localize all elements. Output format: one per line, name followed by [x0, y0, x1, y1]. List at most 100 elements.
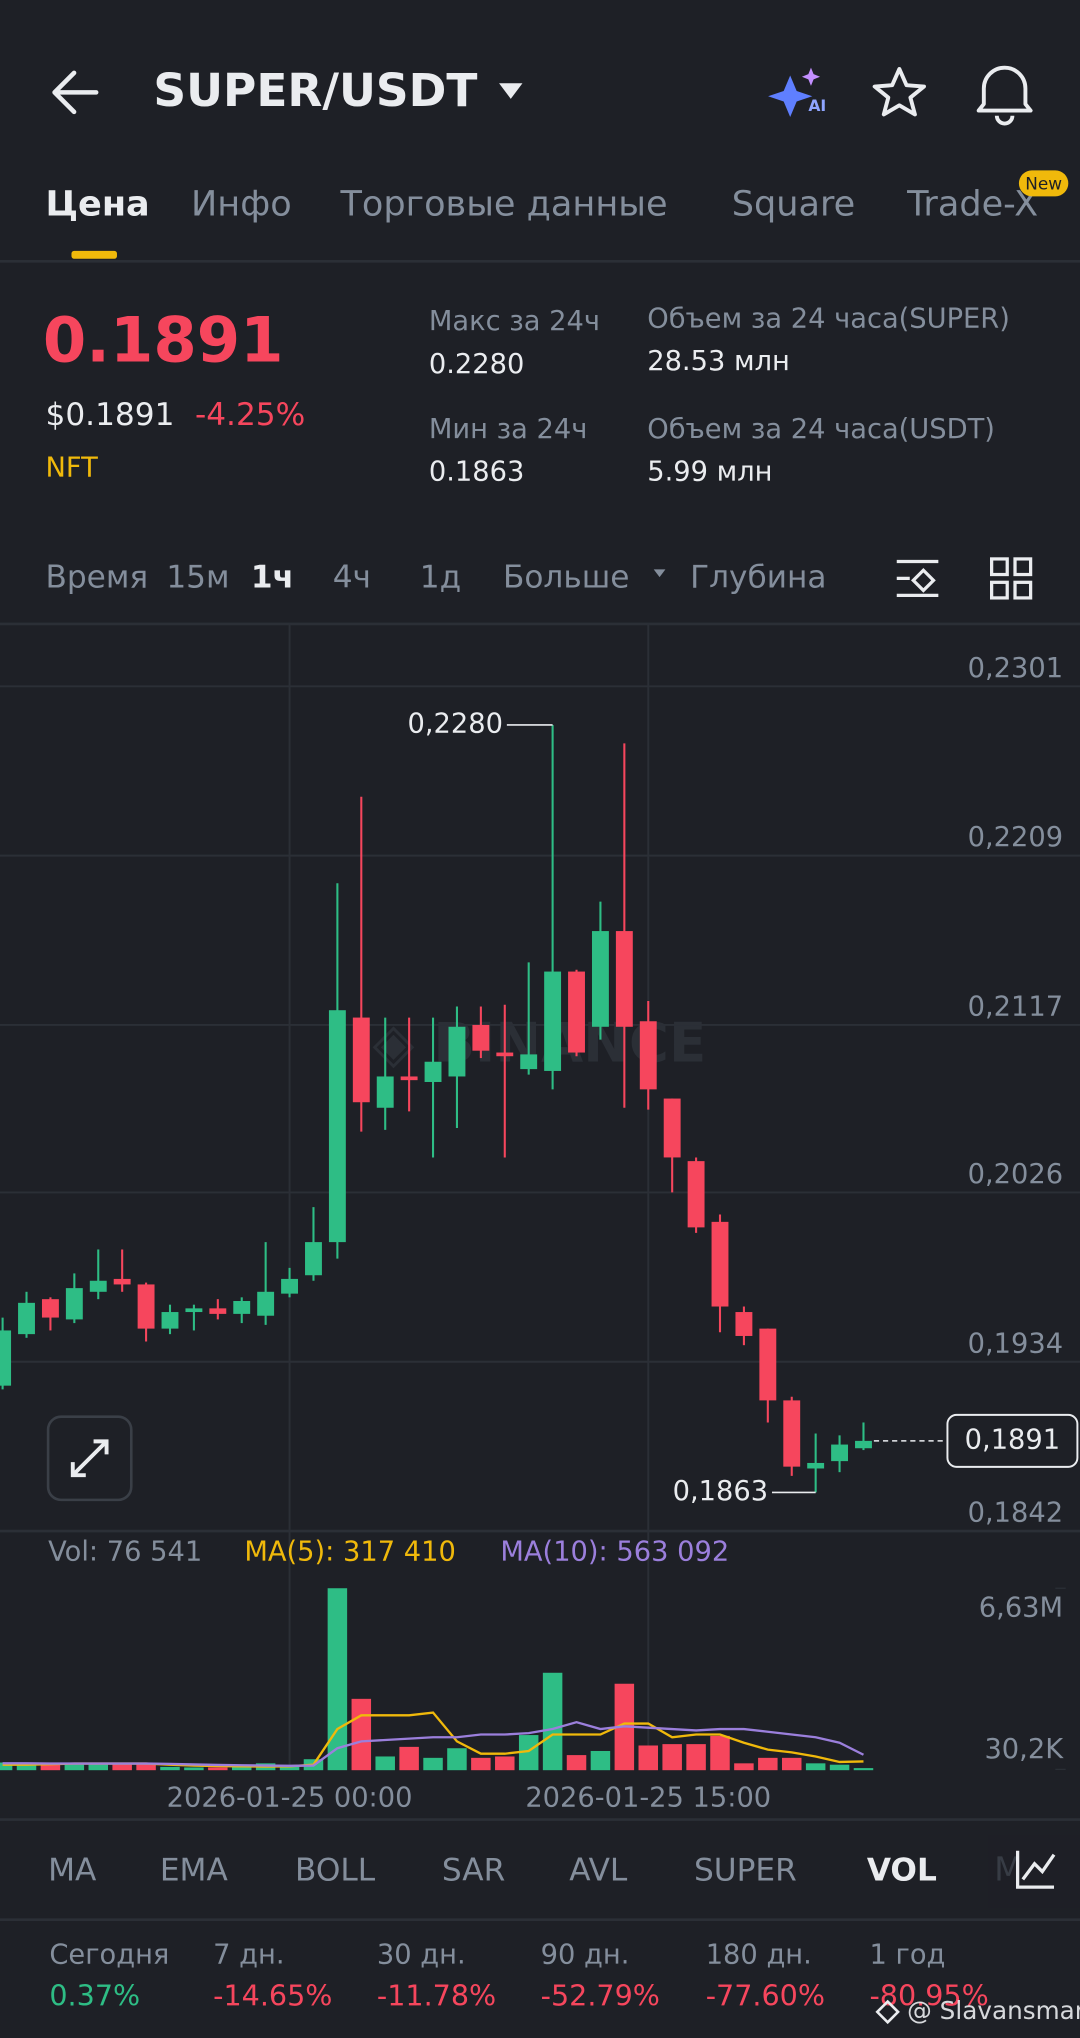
volume-bar — [734, 1763, 754, 1771]
period-change: -11.78% — [377, 1979, 496, 2013]
volume-legend: Vol: 76 541 — [48, 1537, 202, 1568]
period-label: 180 дн. — [706, 1940, 812, 1971]
pair-title[interactable]: SUPER/USDT — [153, 64, 477, 117]
candle-body — [41, 1299, 59, 1318]
candle-body — [639, 1021, 657, 1090]
indicator-tab[interactable]: BOLL — [295, 1853, 376, 1889]
y-tick-label: 0,2117 — [968, 992, 1063, 1023]
volume-bar — [351, 1698, 372, 1771]
new-badge-text: New — [1025, 174, 1062, 194]
candle-body — [257, 1291, 275, 1316]
min-label: 0,1863 — [673, 1476, 768, 1507]
volume-tick-label: 6,63M — [979, 1593, 1063, 1624]
volume-bar — [518, 1735, 539, 1771]
volume-bar — [853, 1768, 874, 1771]
period-label: 7 дн. — [213, 1940, 284, 1971]
volume-bar — [327, 1588, 348, 1771]
period-label: Сегодня — [49, 1940, 169, 1971]
current-price-label: 0,1891 — [965, 1424, 1060, 1455]
stat-label: Мин за 24ч — [429, 414, 588, 445]
period-change: -77.60% — [706, 1979, 825, 2013]
period-change: -80.95% — [869, 1979, 988, 2013]
volume-bar — [447, 1748, 467, 1771]
candle-body — [328, 1010, 346, 1243]
indicator-tab[interactable]: MA — [48, 1853, 97, 1889]
watermark-icon — [875, 1999, 900, 2025]
volume-bar — [88, 1764, 108, 1771]
interval: Время — [45, 559, 148, 595]
volume-bar — [638, 1745, 659, 1771]
back-button[interactable] — [52, 70, 99, 115]
volume-bar — [16, 1763, 37, 1771]
candle-body — [735, 1312, 753, 1336]
interval[interactable]: Больше — [503, 559, 630, 595]
tab[interactable]: Инфо — [191, 183, 292, 224]
ai-button[interactable]: AI — [768, 67, 826, 118]
period-change: -52.79% — [541, 1979, 660, 2013]
tab[interactable]: Цена — [45, 183, 149, 224]
interval[interactable]: 15м — [166, 559, 229, 595]
indicator-tab[interactable]: SUPER — [694, 1853, 797, 1889]
volume-bar — [279, 1766, 300, 1771]
tab[interactable]: Trade-X — [906, 183, 1038, 224]
volume-bar — [423, 1757, 443, 1771]
chart-settings-button[interactable] — [896, 559, 939, 597]
candle-body — [783, 1400, 801, 1467]
favorite-button[interactable] — [872, 67, 926, 117]
candle-body — [831, 1444, 849, 1462]
indicator-tab[interactable]: AVL — [569, 1853, 628, 1889]
tab[interactable]: Square — [732, 183, 855, 224]
volume-bar — [686, 1744, 706, 1771]
candle-body — [18, 1302, 35, 1335]
candle-body — [711, 1221, 729, 1307]
indicator-tab[interactable]: EMA — [160, 1853, 229, 1889]
pair-dropdown[interactable] — [499, 83, 523, 99]
y-tick-label: 0,2209 — [968, 822, 1063, 853]
stat-value: 0.2280 — [429, 349, 524, 380]
volume-bar — [662, 1744, 682, 1771]
tab[interactable]: Торговые данные — [340, 183, 668, 224]
volume-tick-label: 30,2K — [984, 1734, 1064, 1765]
alert-button[interactable] — [976, 65, 1033, 126]
candle-body — [855, 1440, 872, 1449]
candle-body — [113, 1278, 131, 1285]
y-tick-label: 0,2301 — [968, 653, 1063, 684]
volume-bar — [471, 1757, 491, 1771]
indicator-settings[interactable] — [1015, 1850, 1056, 1889]
volume-bar — [0, 1762, 13, 1771]
more-dropdown[interactable] — [653, 569, 666, 578]
active-tab-indicator — [71, 250, 117, 259]
volume-bar — [160, 1766, 180, 1771]
stat-label: Объем за 24 часа(USDT) — [647, 414, 995, 445]
expand-button[interactable] — [46, 1415, 133, 1502]
y-tick-label: 0,1934 — [968, 1328, 1063, 1359]
indicator-tab[interactable]: SAR — [442, 1853, 505, 1889]
period-label: 90 дн. — [541, 1940, 630, 1971]
candle-body — [352, 1017, 370, 1103]
period-change: -14.65% — [213, 1979, 332, 2013]
stat-label: Макс за 24ч — [429, 306, 600, 337]
candle-body — [687, 1161, 705, 1228]
stat-label: Объем за 24 часа(SUPER) — [647, 303, 1010, 334]
interval[interactable]: 4ч — [333, 559, 371, 595]
max-label: 0,2280 — [407, 708, 502, 739]
indicator-tab[interactable]: VOL — [867, 1853, 937, 1889]
candle-body — [663, 1098, 681, 1158]
interval[interactable]: 1ч — [251, 559, 294, 595]
period-label: 30 дн. — [377, 1940, 466, 1971]
candle-body — [615, 931, 633, 1027]
layout-button[interactable] — [990, 557, 1033, 600]
ma5-legend: MA(5): 317 410 — [244, 1537, 456, 1568]
volume-bar — [542, 1672, 563, 1771]
candle-body — [137, 1284, 155, 1329]
interval[interactable]: Глубина — [690, 559, 826, 595]
volume-bar — [590, 1750, 611, 1771]
candle-body — [759, 1328, 777, 1401]
chart — [0, 623, 1080, 1771]
last-price: 0.1891 — [43, 304, 284, 377]
candle-body — [520, 1054, 538, 1070]
interval[interactable]: 1д — [420, 559, 461, 595]
candle-body — [0, 1330, 12, 1386]
